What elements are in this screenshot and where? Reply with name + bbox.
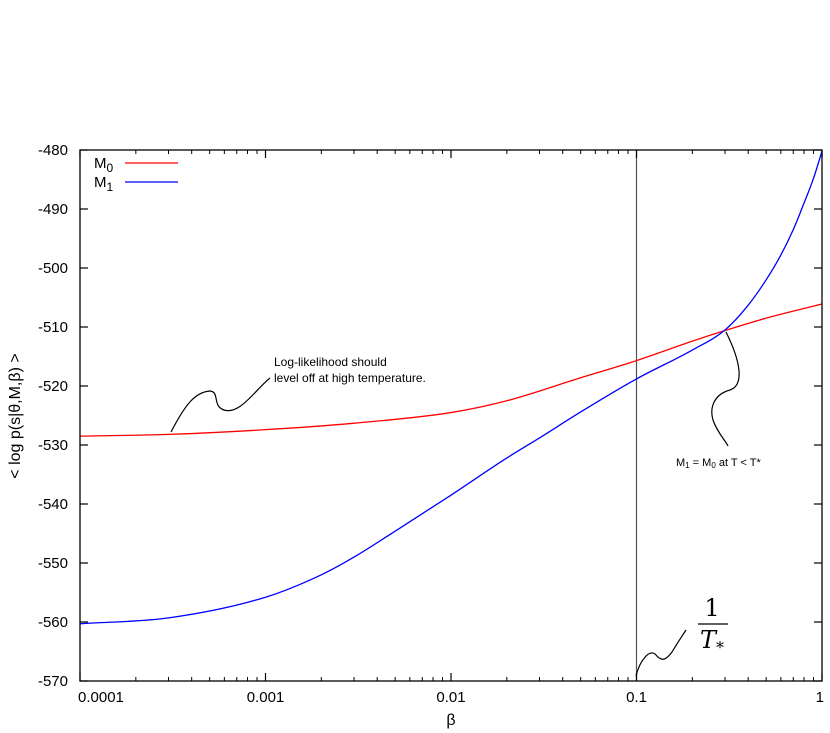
legend-label-m1: M1 bbox=[94, 174, 114, 194]
x-tick-label: 0.01 bbox=[436, 689, 465, 706]
y-tick-label: -520 bbox=[38, 378, 68, 395]
x-axis-title: β bbox=[446, 712, 455, 729]
legend: M0 M1 bbox=[94, 155, 178, 194]
annotation-crossing-pointer bbox=[711, 331, 740, 447]
annotation-crossing-text: M1 = M0 at T < T* bbox=[676, 457, 761, 470]
ticks-layer: -480 -490 -500 -510 -520 -530 -540 -550 -560 -570… bbox=[38, 142, 824, 706]
series-line-m1 bbox=[79, 150, 823, 625]
y-tick-label: -540 bbox=[38, 496, 68, 513]
y-axis-title: < log p(s|θ,M,β) > bbox=[7, 353, 24, 478]
series-line-m0 bbox=[79, 303, 823, 437]
y-tick-label: -510 bbox=[38, 319, 68, 336]
annotation-frac-denominator: T* bbox=[700, 626, 724, 657]
annotation-high-temp-line1: Log-likelihood should bbox=[274, 355, 387, 369]
y-tick-label: -490 bbox=[38, 201, 68, 218]
annotation-frac-numerator: 1 bbox=[704, 594, 719, 622]
y-tick-label: -570 bbox=[38, 673, 68, 690]
y-tick-label: -550 bbox=[38, 555, 68, 572]
y-tick-label: -480 bbox=[38, 142, 68, 159]
x-tick-label: 1 bbox=[816, 689, 824, 706]
legend-label-m0: M0 bbox=[94, 155, 114, 175]
series-layer bbox=[79, 150, 823, 681]
annotation-high-temp-pointer bbox=[170, 377, 271, 433]
annotation-critical-temperature: 1 T* bbox=[635, 594, 728, 677]
y-tick-label: -530 bbox=[38, 437, 68, 454]
x-tick-label: 0.0001 bbox=[78, 689, 124, 706]
y-tick-label: -560 bbox=[38, 614, 68, 631]
annotation-frac-pointer bbox=[635, 629, 687, 677]
y-tick-label: -500 bbox=[38, 260, 68, 277]
annotation-crossing: M1 = M0 at T < T* bbox=[676, 331, 761, 470]
annotation-high-temp-line2: level off at high temperature. bbox=[274, 371, 426, 385]
annotation-high-temperature: Log-likelihood should level off at high … bbox=[170, 355, 426, 433]
x-tick-label: 0.1 bbox=[626, 689, 647, 706]
x-tick-label: 0.001 bbox=[247, 689, 285, 706]
